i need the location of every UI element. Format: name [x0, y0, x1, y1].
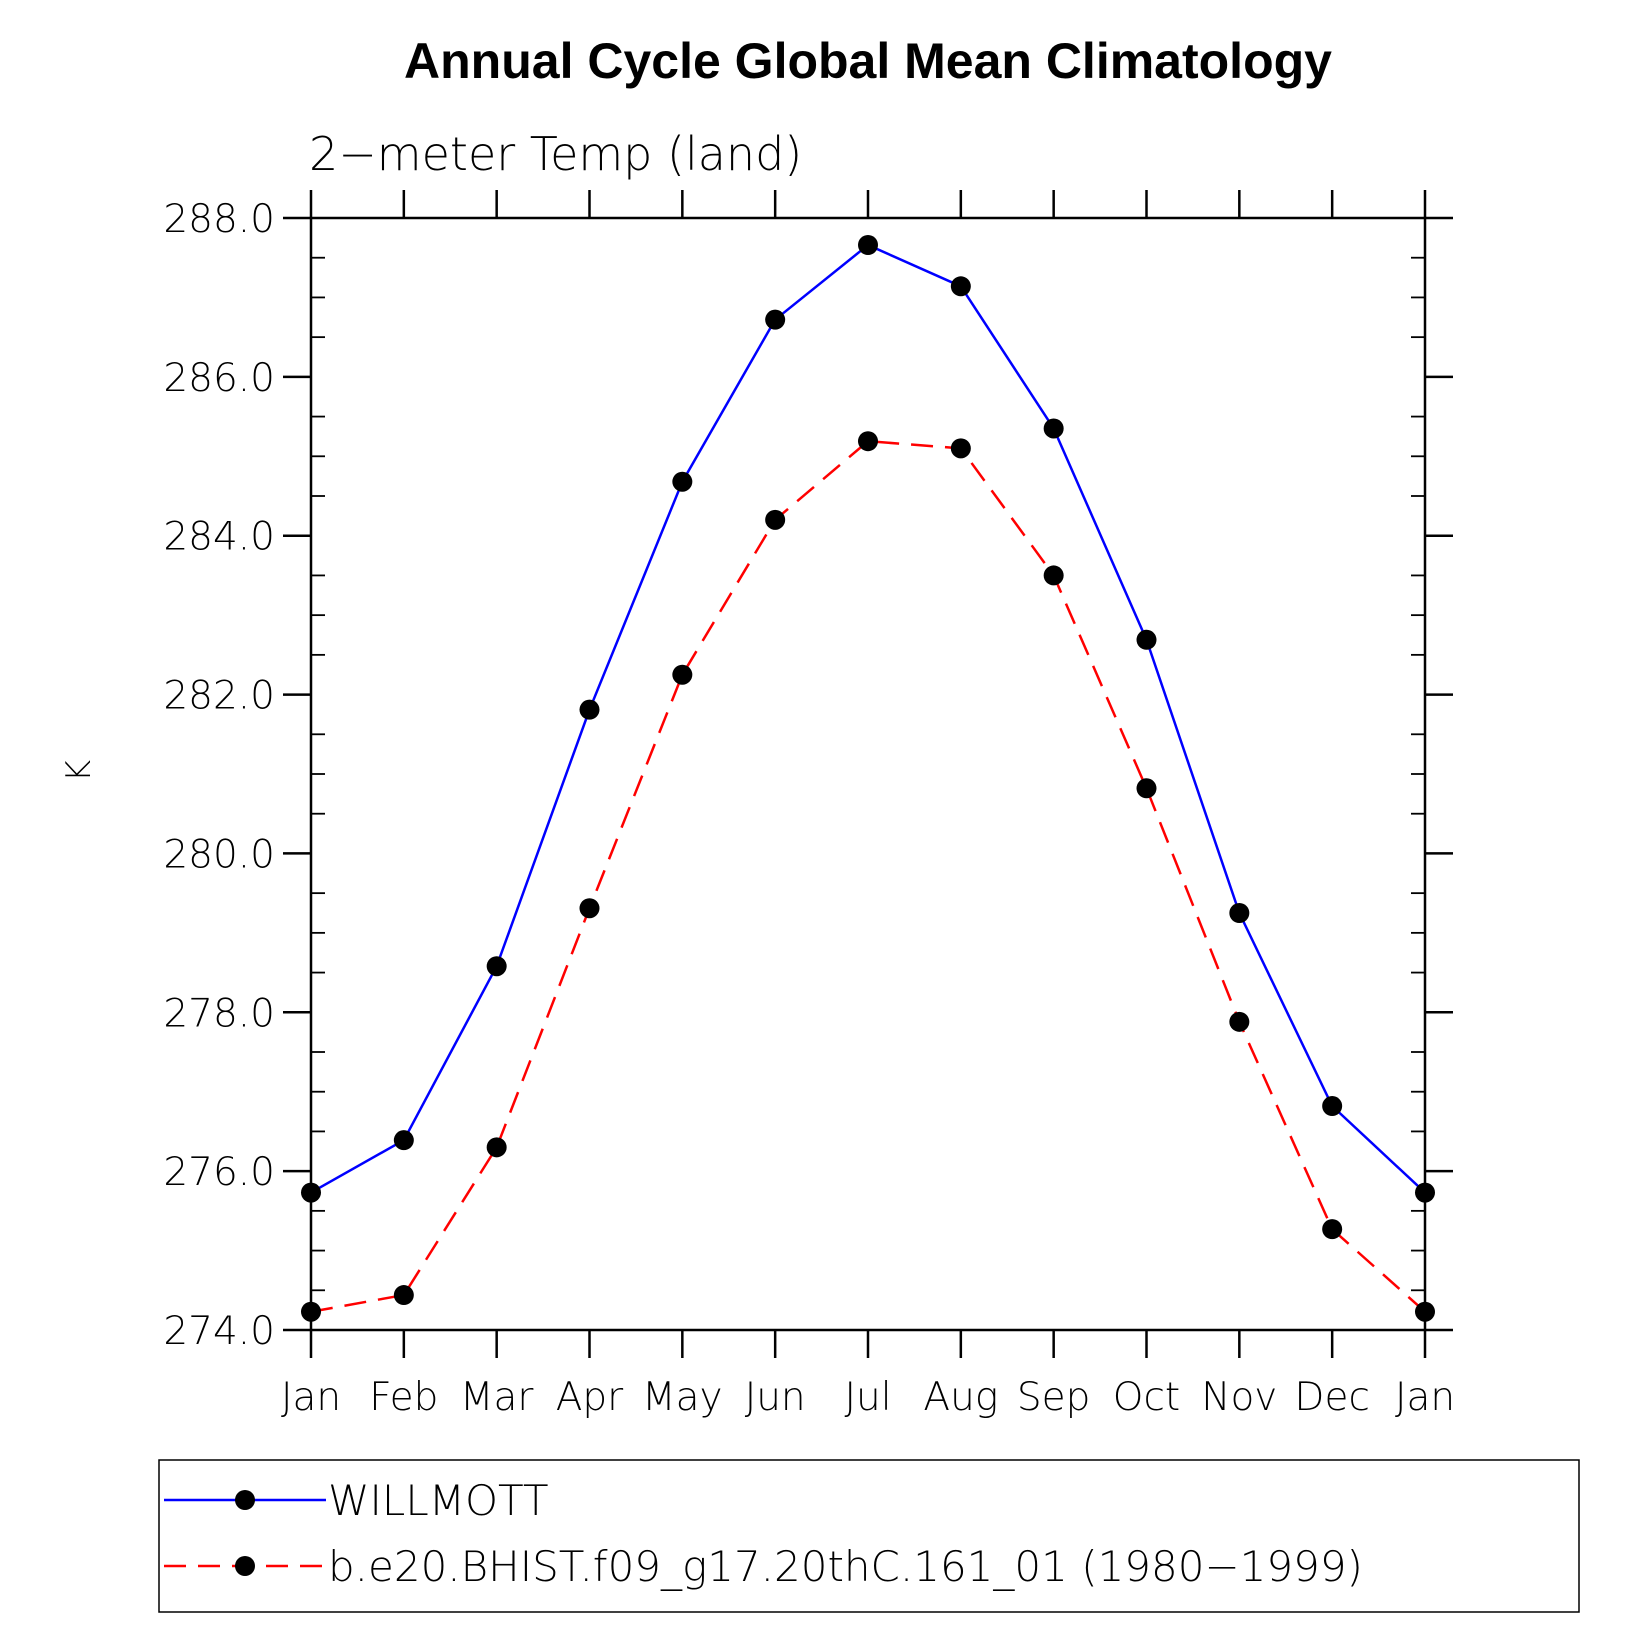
chart-title: Annual Cycle Global Mean Climatology: [404, 33, 1332, 89]
series-2-point: [672, 664, 693, 685]
legend-marker-2: [235, 1556, 255, 1576]
y-tick-label: 282.0: [163, 674, 275, 719]
plot-frame: [309, 216, 1427, 1332]
series-2-point: [1322, 1219, 1343, 1240]
legend-box: [158, 1459, 1580, 1613]
series-layer: [301, 235, 1435, 1322]
x-tick-label: Apr: [556, 1375, 623, 1420]
series-1-point: [1415, 1182, 1435, 1203]
y-tick-label: 280.0: [163, 832, 275, 877]
series-1-point: [579, 699, 600, 720]
y-tick-label: 288.0: [163, 197, 275, 242]
series-line-1: [310, 243, 1426, 1194]
series-2-point: [765, 509, 786, 530]
x-tick-label: Jan: [281, 1375, 341, 1420]
series-line-2: [310, 439, 1426, 1313]
legend-label-1: WILLMOTT: [328, 1476, 549, 1525]
x-tick-label: Nov: [1201, 1375, 1277, 1420]
x-tick-label: Feb: [369, 1375, 438, 1420]
y-tick-label: 286.0: [163, 356, 275, 401]
series-2-point: [950, 438, 971, 459]
series-1-point: [1229, 903, 1250, 923]
x-tick-label: Mar: [460, 1375, 534, 1420]
legend-marker-1: [235, 1490, 255, 1510]
series-2-point: [1415, 1301, 1435, 1322]
x-tick-label: Aug: [923, 1375, 998, 1420]
axis-ticks: [283, 190, 1453, 1358]
legend: WILLMOTT b.e20.BHIST.f09_g17.20thC.161_01…: [164, 1476, 1363, 1591]
series-2-point: [301, 1301, 321, 1322]
chart-subtitle: 2−meter Temp (land): [309, 127, 802, 181]
series-1-point: [486, 956, 507, 977]
series-2-point: [1043, 565, 1064, 586]
x-tick-label: Jan: [1395, 1375, 1455, 1420]
x-tick-label: Jun: [745, 1375, 806, 1420]
y-tick-label: 274.0: [163, 1309, 275, 1354]
series-1-point: [1136, 629, 1157, 650]
x-tick-label: Jul: [844, 1375, 891, 1420]
series-2-point: [858, 431, 878, 452]
y-tick-label: 284.0: [163, 515, 275, 560]
y-tick-labels: 274.0 276.0 278.0 280.0 282.0 284.0 286.0 288.0: [163, 197, 275, 1354]
x-tick-label: Dec: [1294, 1375, 1369, 1420]
x-tick-label: May: [642, 1375, 723, 1420]
x-tick-label: Oct: [1113, 1375, 1180, 1420]
series-2-point: [579, 898, 600, 919]
series-2-point: [393, 1285, 414, 1306]
series-2-point: [486, 1137, 507, 1158]
x-tick-label: Sep: [1017, 1375, 1091, 1420]
y-tick-label: 278.0: [163, 991, 275, 1036]
series-2-point: [1136, 778, 1157, 799]
y-tick-label: 276.0: [163, 1150, 275, 1195]
series-1-point: [1322, 1096, 1343, 1117]
series-2-point: [1229, 1011, 1250, 1032]
series-1-point: [765, 309, 786, 330]
series-1-point: [672, 471, 693, 492]
series-1-point: [858, 235, 878, 256]
x-tick-labels: Jan Feb Mar Apr May Jun Jul Aug Sep Oct Nov Dec Jan: [281, 1375, 1455, 1420]
series-1-point: [393, 1130, 414, 1151]
legend-label-2: b.e20.BHIST.f09_g17.20thC.161_01 (1980−1…: [328, 1542, 1363, 1591]
series-1-point: [1043, 418, 1064, 439]
y-axis-label: K: [59, 760, 99, 782]
series-1-point: [950, 276, 971, 297]
series-1-point: [301, 1182, 321, 1203]
